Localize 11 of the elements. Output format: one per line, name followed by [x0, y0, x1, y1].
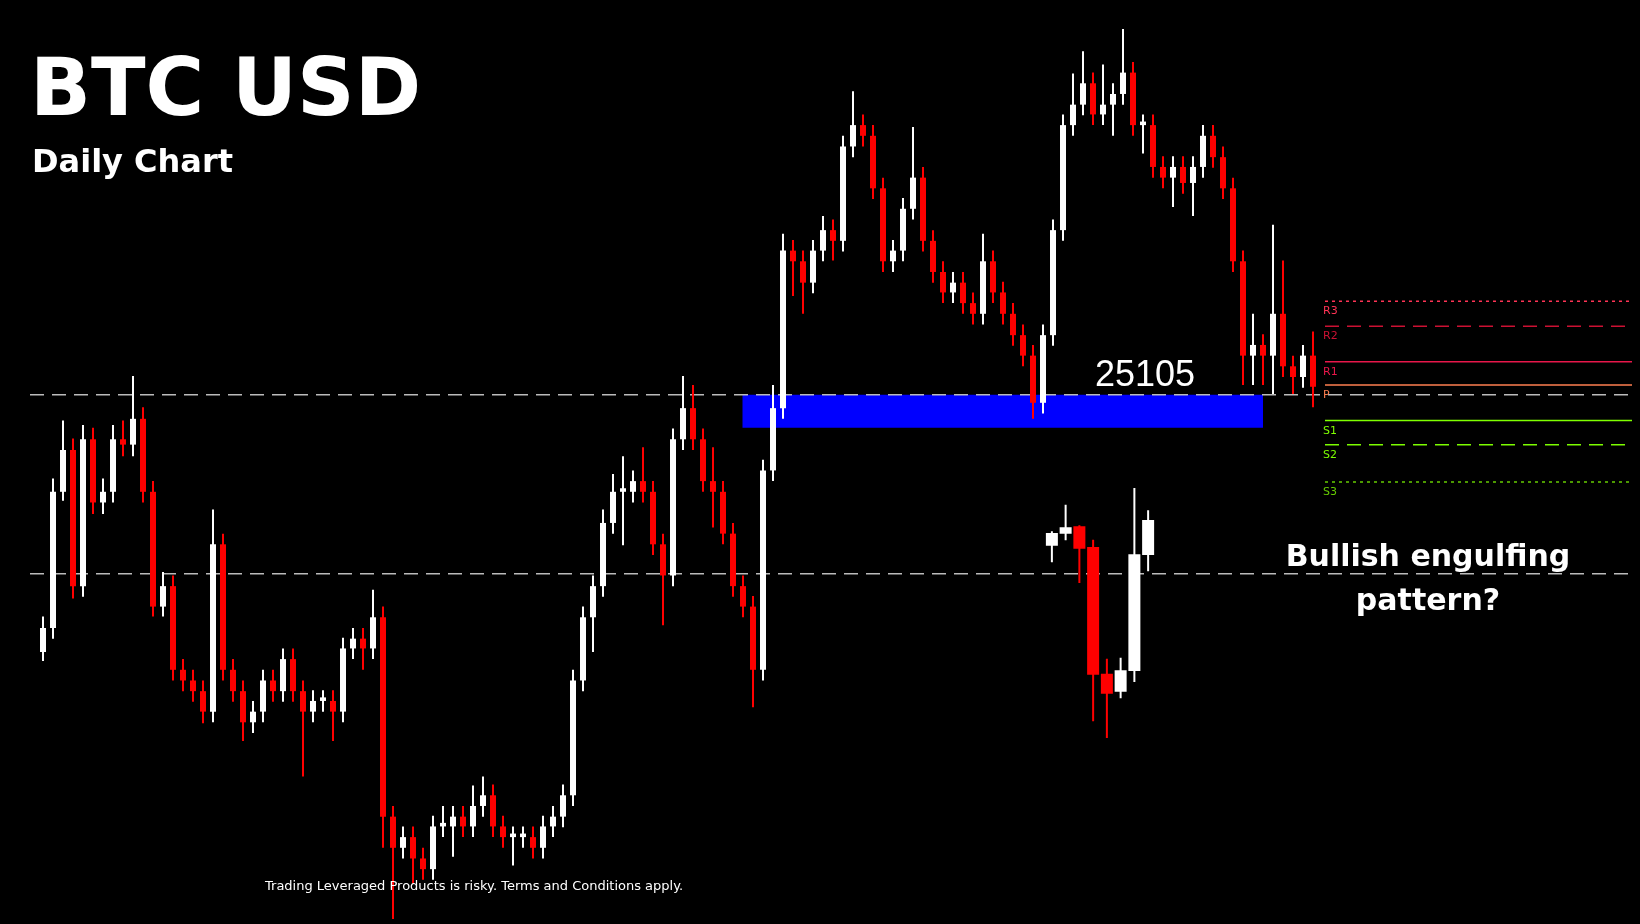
ref-line-label: R3 — [1323, 304, 1338, 318]
text: Daily Chart — [32, 142, 234, 180]
ref-line-label: S2 — [1323, 447, 1337, 461]
ref-line-label: R1 — [1323, 364, 1338, 378]
chart-title: BTC USD — [30, 41, 422, 134]
annotation: Bullish engulfing pattern? — [1285, 538, 1571, 617]
annotation: 25105 — [1094, 353, 1196, 394]
ref-line-label: S1 — [1323, 423, 1337, 437]
ref-line-label: S3 — [1323, 485, 1337, 499]
ref-line-label: R2 — [1323, 329, 1338, 343]
ref-line-label: P — [1323, 388, 1330, 401]
